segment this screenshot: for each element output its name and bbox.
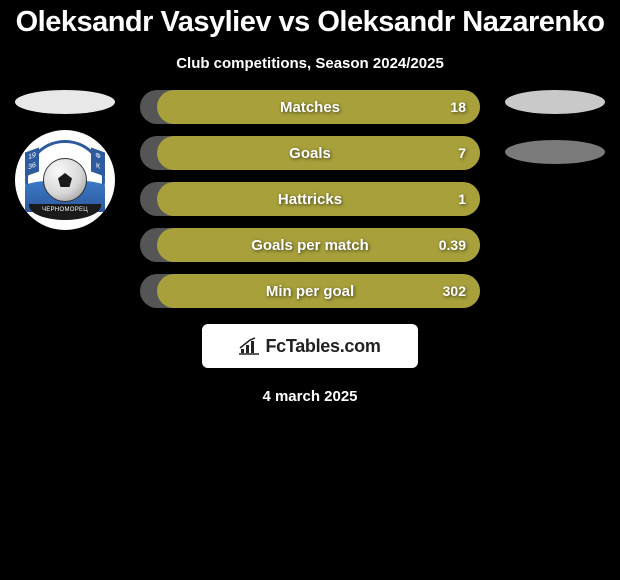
stat-bar-value-right: 302 (443, 283, 466, 299)
stat-bar: Matches18 (140, 90, 480, 124)
stat-bar-value-right: 18 (450, 99, 466, 115)
page-title: Oleksandr Vasyliev vs Oleksandr Nazarenk… (0, 2, 620, 47)
logo-text: FcTables.com (265, 336, 380, 357)
badge-ribbon-right: Ф К (91, 147, 105, 176)
stat-bar-value-right: 1 (458, 191, 466, 207)
stat-bar-value-right: 7 (458, 145, 466, 161)
right-column (500, 90, 610, 164)
stat-bar-value-right: 0.39 (439, 237, 466, 253)
player-right-oval-1-icon (505, 90, 605, 114)
player-left-oval-icon (15, 90, 115, 114)
stat-bar: Hattricks1 (140, 182, 480, 216)
badge-ball-icon (43, 158, 87, 202)
date-text: 4 march 2025 (0, 388, 620, 405)
subtitle: Club competitions, Season 2024/2025 (0, 47, 620, 90)
stat-bar-label: Goals per match (140, 237, 480, 254)
stat-bar: Goals per match0.39 (140, 228, 480, 262)
left-column: 19 36 Ф К ЧЕРНОМОРЕЦ (10, 90, 120, 230)
main-area: 19 36 Ф К ЧЕРНОМОРЕЦ Matches18 Goals7 (0, 90, 620, 308)
badge-ribbon-left-bottom: 36 (28, 162, 36, 172)
stat-bar: Min per goal302 (140, 274, 480, 308)
badge-ribbon-left: 19 36 (25, 147, 39, 176)
bar-chart-icon (239, 337, 259, 355)
club-badge: 19 36 Ф К ЧЕРНОМОРЕЦ (15, 130, 115, 230)
badge-ribbon-right-top: Ф (95, 152, 100, 161)
badge-outer-circle: 19 36 Ф К ЧЕРНОМОРЕЦ (15, 130, 115, 230)
badge-ribbon-right-bottom: К (96, 162, 100, 170)
stat-bar-label: Matches (140, 99, 480, 116)
stat-bars: Matches18 Goals7 Hattricks1 Goals per match… (140, 90, 480, 308)
player-right-oval-2-icon (505, 140, 605, 164)
badge-banner: ЧЕРНОМОРЕЦ (29, 204, 101, 220)
stat-bar-label: Goals (140, 145, 480, 162)
logo-box: FcTables.com (202, 324, 418, 368)
infographic-container: Oleksandr Vasyliev vs Oleksandr Nazarenk… (0, 0, 620, 405)
stat-bar: Goals7 (140, 136, 480, 170)
badge-ribbon-left-top: 19 (28, 152, 36, 162)
stat-bar-label: Min per goal (140, 283, 480, 300)
stat-bar-label: Hattricks (140, 191, 480, 208)
